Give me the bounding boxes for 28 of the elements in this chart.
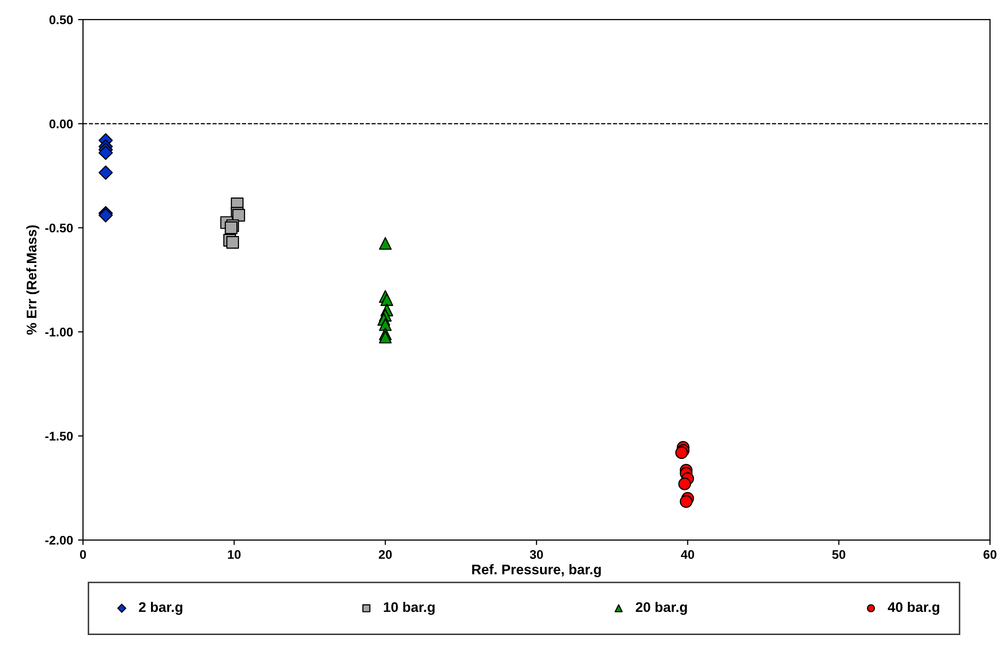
x-tick-label: 30: [530, 550, 543, 559]
point: [378, 237, 392, 250]
point: [678, 477, 692, 490]
y-tick-label: 0.00: [49, 119, 73, 128]
y-tick-label: -0.50: [45, 224, 73, 232]
legend-label: 20 bar.g: [636, 602, 687, 615]
legend-label: 40 bar.g: [888, 602, 940, 615]
point: [378, 318, 392, 331]
point: [680, 495, 693, 508]
point: [226, 236, 240, 249]
y-tick-label: -2.00: [45, 536, 73, 545]
y-tick-label: -1.50: [45, 432, 73, 441]
legend-label: 10 bar.g: [384, 602, 435, 615]
x-tick-label: 60: [984, 550, 996, 559]
point: [380, 293, 394, 306]
legend-label: 2 bar.g: [138, 602, 182, 615]
x-tick-label: 10: [228, 550, 241, 559]
y-tick-label: 0.50: [49, 15, 73, 24]
x-tick-label: 0: [80, 550, 86, 559]
point: [98, 146, 113, 160]
y-tick-label: -1.00: [45, 328, 73, 337]
x-tick-label: 40: [680, 550, 694, 559]
point: [98, 165, 113, 180]
x-tick-label: 50: [832, 550, 846, 559]
point: [378, 330, 392, 344]
y-axis-title: % Err (Ref.Mass): [26, 225, 40, 335]
x-tick-label: 20: [378, 550, 392, 559]
x-axis-title: Ref. Pressure, bar.g: [472, 564, 601, 578]
